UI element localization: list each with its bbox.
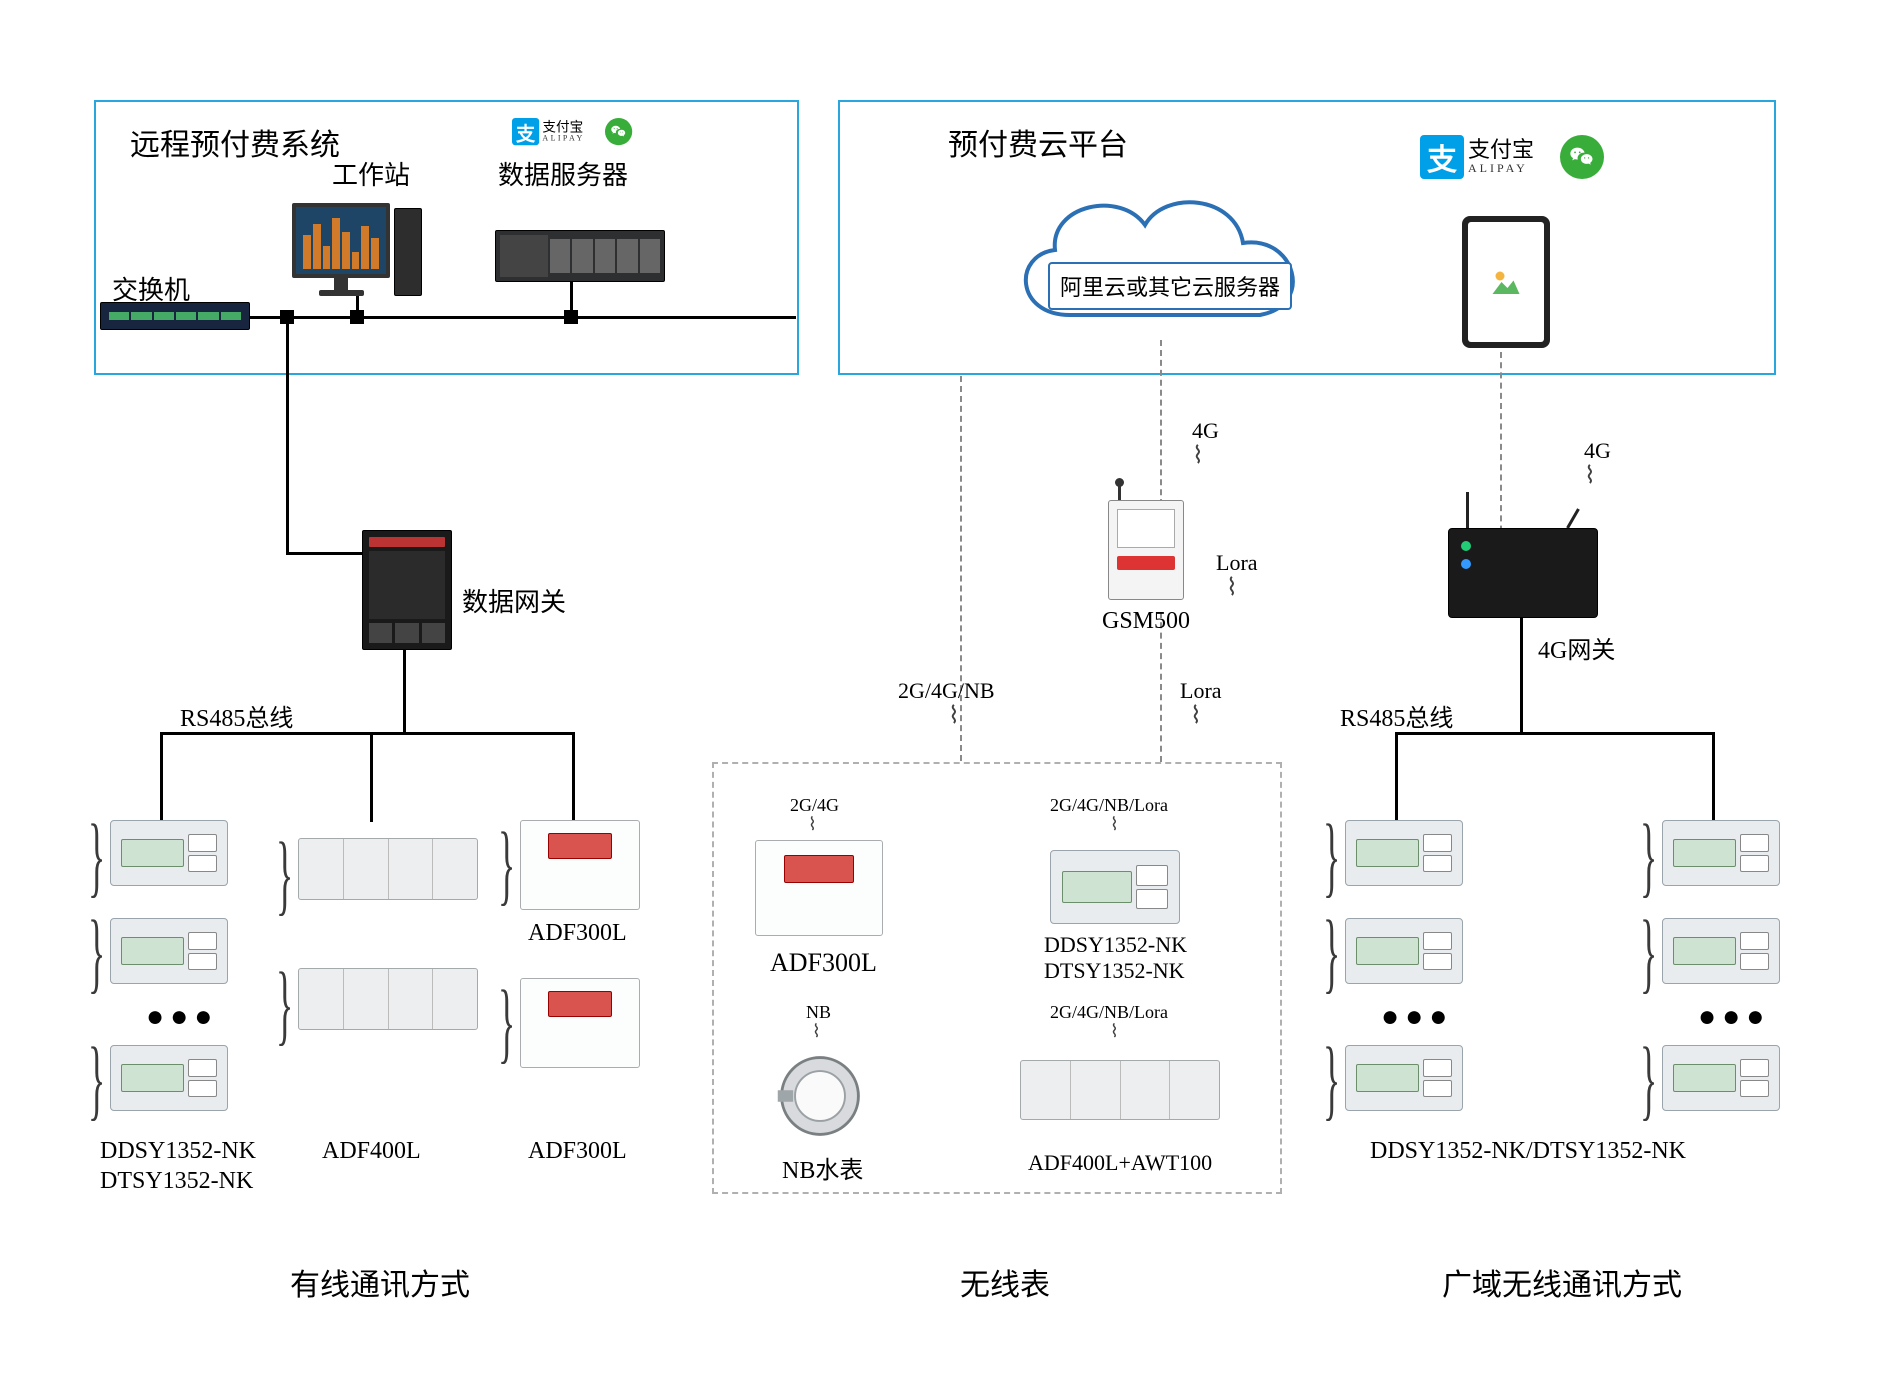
4g-gateway-icon [1448, 528, 1598, 618]
middle-footer: 无线表 [960, 1260, 1050, 1304]
right-col-label: DDSY1352-NK/DTSY1352-NK [1370, 1138, 1686, 1165]
wifi-icon-m4: ⌇ [1110, 1022, 1119, 1040]
4g-gateway-label: 4G网关 [1538, 630, 1615, 665]
alipay-badge-large: 支 支付宝 ALIPAY [1420, 135, 1534, 179]
adf300l-label-2: ADF300L [528, 1138, 627, 1165]
more-dots-r2: ●●● [1698, 1000, 1770, 1034]
4g-label-1: 4G [1192, 418, 1219, 444]
col1-label-b: DTSY1352-NK [100, 1168, 253, 1195]
w-col3-label: NB水表 [782, 1150, 863, 1185]
adf300l-label-1: ADF300L [528, 920, 627, 947]
cloud-label: 阿里云或其它云服务器 [1048, 262, 1292, 310]
gsm500-label: GSM500 [1102, 608, 1190, 635]
w-col2-label-b: DTSY1352-NK [1044, 958, 1185, 984]
rs485-label-right: RS485总线 [1340, 698, 1453, 733]
meter-ddsy-2 [110, 918, 228, 984]
wifi-icon-2: ⌇ [1226, 576, 1238, 600]
w-col1-conn: 2G/4G [790, 795, 839, 816]
wechat-icon-large [1560, 135, 1604, 179]
adf300l-1 [520, 820, 640, 910]
more-dots-r1: ●●● [1381, 1000, 1453, 1034]
w-col1-label: ADF300L [770, 948, 877, 978]
col2-label: ADF400L [322, 1138, 421, 1165]
r-meter-a3 [1345, 1045, 1463, 1111]
gateway-label: 数据网关 [462, 582, 566, 619]
r-meter-a1 [1345, 820, 1463, 886]
lora-label-2: Lora [1180, 678, 1222, 704]
left-footer: 有线通讯方式 [290, 1260, 470, 1304]
adf400l-2 [298, 968, 478, 1030]
w-col2-conn: 2G/4G/NB/Lora [1050, 795, 1168, 816]
lora-label-1: Lora [1216, 550, 1258, 576]
more-dots-1: ●●● [146, 1000, 218, 1034]
left-title: 远程预付费系统 [130, 120, 340, 164]
wifi-icon-4: ⌇ [1190, 704, 1202, 728]
nb-top-label: 2G/4G/NB [898, 678, 995, 704]
wechat-icon-small [605, 118, 632, 145]
data-gateway-icon [362, 530, 452, 650]
w-adf400l [1020, 1060, 1220, 1120]
wifi-icon-m1: ⌇ [808, 815, 817, 833]
wifi-icon-5: ⌇ [948, 704, 960, 728]
r-meter-a2 [1345, 918, 1463, 984]
right-footer: 广域无线通讯方式 [1442, 1260, 1682, 1304]
tablet-icon [1462, 216, 1550, 348]
meter-ddsy-3 [110, 1045, 228, 1111]
rs485-label-left: RS485总线 [180, 698, 293, 733]
4g-label-2: 4G [1584, 438, 1611, 464]
server-icon [495, 230, 665, 282]
wifi-icon-1: ⌇ [1192, 444, 1204, 468]
wifi-icon-m3: ⌇ [812, 1022, 821, 1040]
w-col3-conn: NB [806, 1002, 831, 1023]
right-title: 预付费云平台 [948, 120, 1128, 164]
cloud-icon [995, 165, 1325, 355]
nb-watermeter-icon [772, 1048, 868, 1144]
switch-icon [100, 302, 250, 330]
server-label: 数据服务器 [498, 155, 628, 192]
alipay-badge-small: 支 支付宝 ALIPAY [512, 118, 585, 145]
col1-label-a: DDSY1352-NK [100, 1138, 256, 1165]
alipay-icon: 支 [1420, 135, 1464, 179]
gsm500-icon [1108, 500, 1184, 600]
workstation-icon [292, 186, 422, 296]
wifi-icon-3: ⌇ [1584, 464, 1596, 488]
adf300l-2 [520, 978, 640, 1068]
r-meter-b1 [1662, 820, 1780, 886]
w-col4-label: ADF400L+AWT100 [1028, 1150, 1212, 1176]
w-col4-conn: 2G/4G/NB/Lora [1050, 1002, 1168, 1023]
r-meter-b2 [1662, 918, 1780, 984]
r-meter-b3 [1662, 1045, 1780, 1111]
w-ddsy [1050, 850, 1180, 924]
meter-ddsy-1 [110, 820, 228, 886]
wifi-icon-m2: ⌇ [1110, 815, 1119, 833]
w-adf300l [755, 840, 883, 936]
alipay-icon: 支 [512, 118, 539, 145]
w-col2-label-a: DDSY1352-NK [1044, 932, 1187, 958]
diagram-canvas: 远程预付费系统 工作站 数据服务器 交换机 [0, 0, 1882, 1399]
adf400l-1 [298, 838, 478, 900]
